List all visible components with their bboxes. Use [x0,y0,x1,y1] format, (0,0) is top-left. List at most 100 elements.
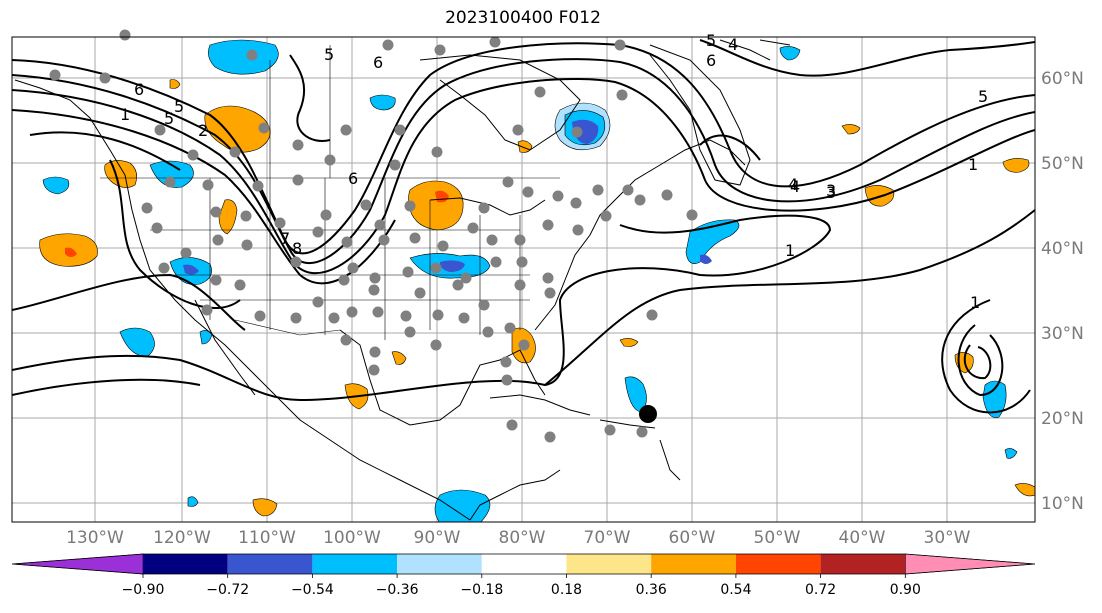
station-dot [368,364,380,376]
station-dot [164,176,176,188]
contour-label: 5 [174,97,184,116]
station-dot [402,266,414,278]
station-dot [258,122,270,134]
contour-label: 1 [970,293,980,312]
station-dot [622,184,634,196]
station-dot [246,49,258,61]
station-markers [49,29,698,443]
station-dot [409,232,421,244]
contour-label: 1 [120,105,130,124]
contour-label: 5 [706,31,716,50]
station-dot [432,309,444,321]
contour-label: 4 [790,177,800,196]
longitude-label: 50°W [754,528,801,548]
longitude-label: 60°W [669,528,716,548]
station-dot [394,124,406,136]
contour-lines [12,39,1035,414]
station-dot [338,274,350,286]
contour-label: 4 [788,175,798,194]
station-dot [452,279,464,291]
station-dot [252,180,264,192]
station-dot [328,312,340,324]
station-dot [292,139,304,151]
latitude-labels: 60°N 50°N 40°N 30°N 20°N 10°N [1041,69,1084,514]
station-dot [486,234,498,246]
station-dot [437,240,449,252]
colorbar-tick-label: −0.90 [122,582,165,598]
station-dot [347,262,359,274]
station-dot [542,272,554,284]
colorbar-extend-low [11,553,144,575]
station-dot [512,124,524,136]
colorbar-bin [397,554,482,574]
station-dot [514,279,526,291]
station-dot [592,184,604,196]
contour-label: 6 [706,51,716,70]
station-dot [501,374,513,386]
colorbar-tick-label: −0.72 [206,582,249,598]
station-dot [614,39,626,51]
station-dot [324,154,336,166]
station-dot [502,176,514,188]
station-dot [187,149,199,161]
colorbar-bin [481,554,567,574]
station-dot [516,256,528,268]
colorbar: −0.90 −0.72 −0.54 −0.36 −0.18 0.18 0.36 0.54 0.7… [11,553,1036,598]
latitude-label: 60°N [1041,69,1084,89]
contour-label: 5 [164,109,174,128]
station-dot [369,346,381,358]
station-dot [201,304,213,316]
longitude-label: 120°W [153,528,211,548]
station-dot [478,202,490,214]
station-dot [290,312,302,324]
station-dot [340,334,352,346]
station-dot [369,272,381,284]
station-dot [504,322,516,334]
station-dot [290,256,302,268]
station-dot [154,124,166,136]
station-dot [234,279,246,291]
station-dot [460,272,472,284]
station-dot [646,309,658,321]
station-dot [634,194,646,206]
contour-label: 6 [373,53,383,72]
station-dot [378,234,390,246]
station-dot [212,234,224,246]
station-dot [99,72,111,84]
contour-label: 6 [134,80,144,99]
station-dot [368,284,380,296]
station-dot [241,239,253,251]
longitude-label: 70°W [584,528,631,548]
station-dot [404,200,416,212]
longitude-label: 100°W [323,528,381,548]
contour-label: 7 [280,229,290,248]
colorbar-bin [227,554,313,574]
station-dot [202,179,214,191]
station-dot [210,274,222,286]
station-dot [636,426,648,438]
colorbar-tick-label: −0.36 [376,582,419,598]
station-dot [320,209,332,221]
station-dot [341,236,353,248]
station-dot [404,326,416,338]
contour-label: 1 [785,241,795,260]
colorbar-bin [566,554,652,574]
station-dot [544,431,556,443]
colorbar-bin [312,554,398,574]
station-dot [478,299,490,311]
colorbar-tick-label: 0.18 [551,582,582,598]
station-dot [151,222,163,234]
colorbar-tick-label: −0.18 [460,582,503,598]
political-borders [100,45,560,340]
station-dot [616,89,628,101]
contour-label-group: 5 6 6 5 4 5 6 5 4 3 2 1 6 7 8 5 4 3 1 1 … [120,31,988,312]
map-frame [11,36,1036,523]
station-dot [570,197,582,209]
station-dot [312,226,324,238]
station-dot [431,146,443,158]
longitude-labels: 130°W 120°W 110°W 100°W 90°W 80°W 70°W 60°W 50°W… [66,528,971,548]
station-dot [572,224,584,236]
station-dot [374,219,386,231]
station-dot [210,206,222,218]
